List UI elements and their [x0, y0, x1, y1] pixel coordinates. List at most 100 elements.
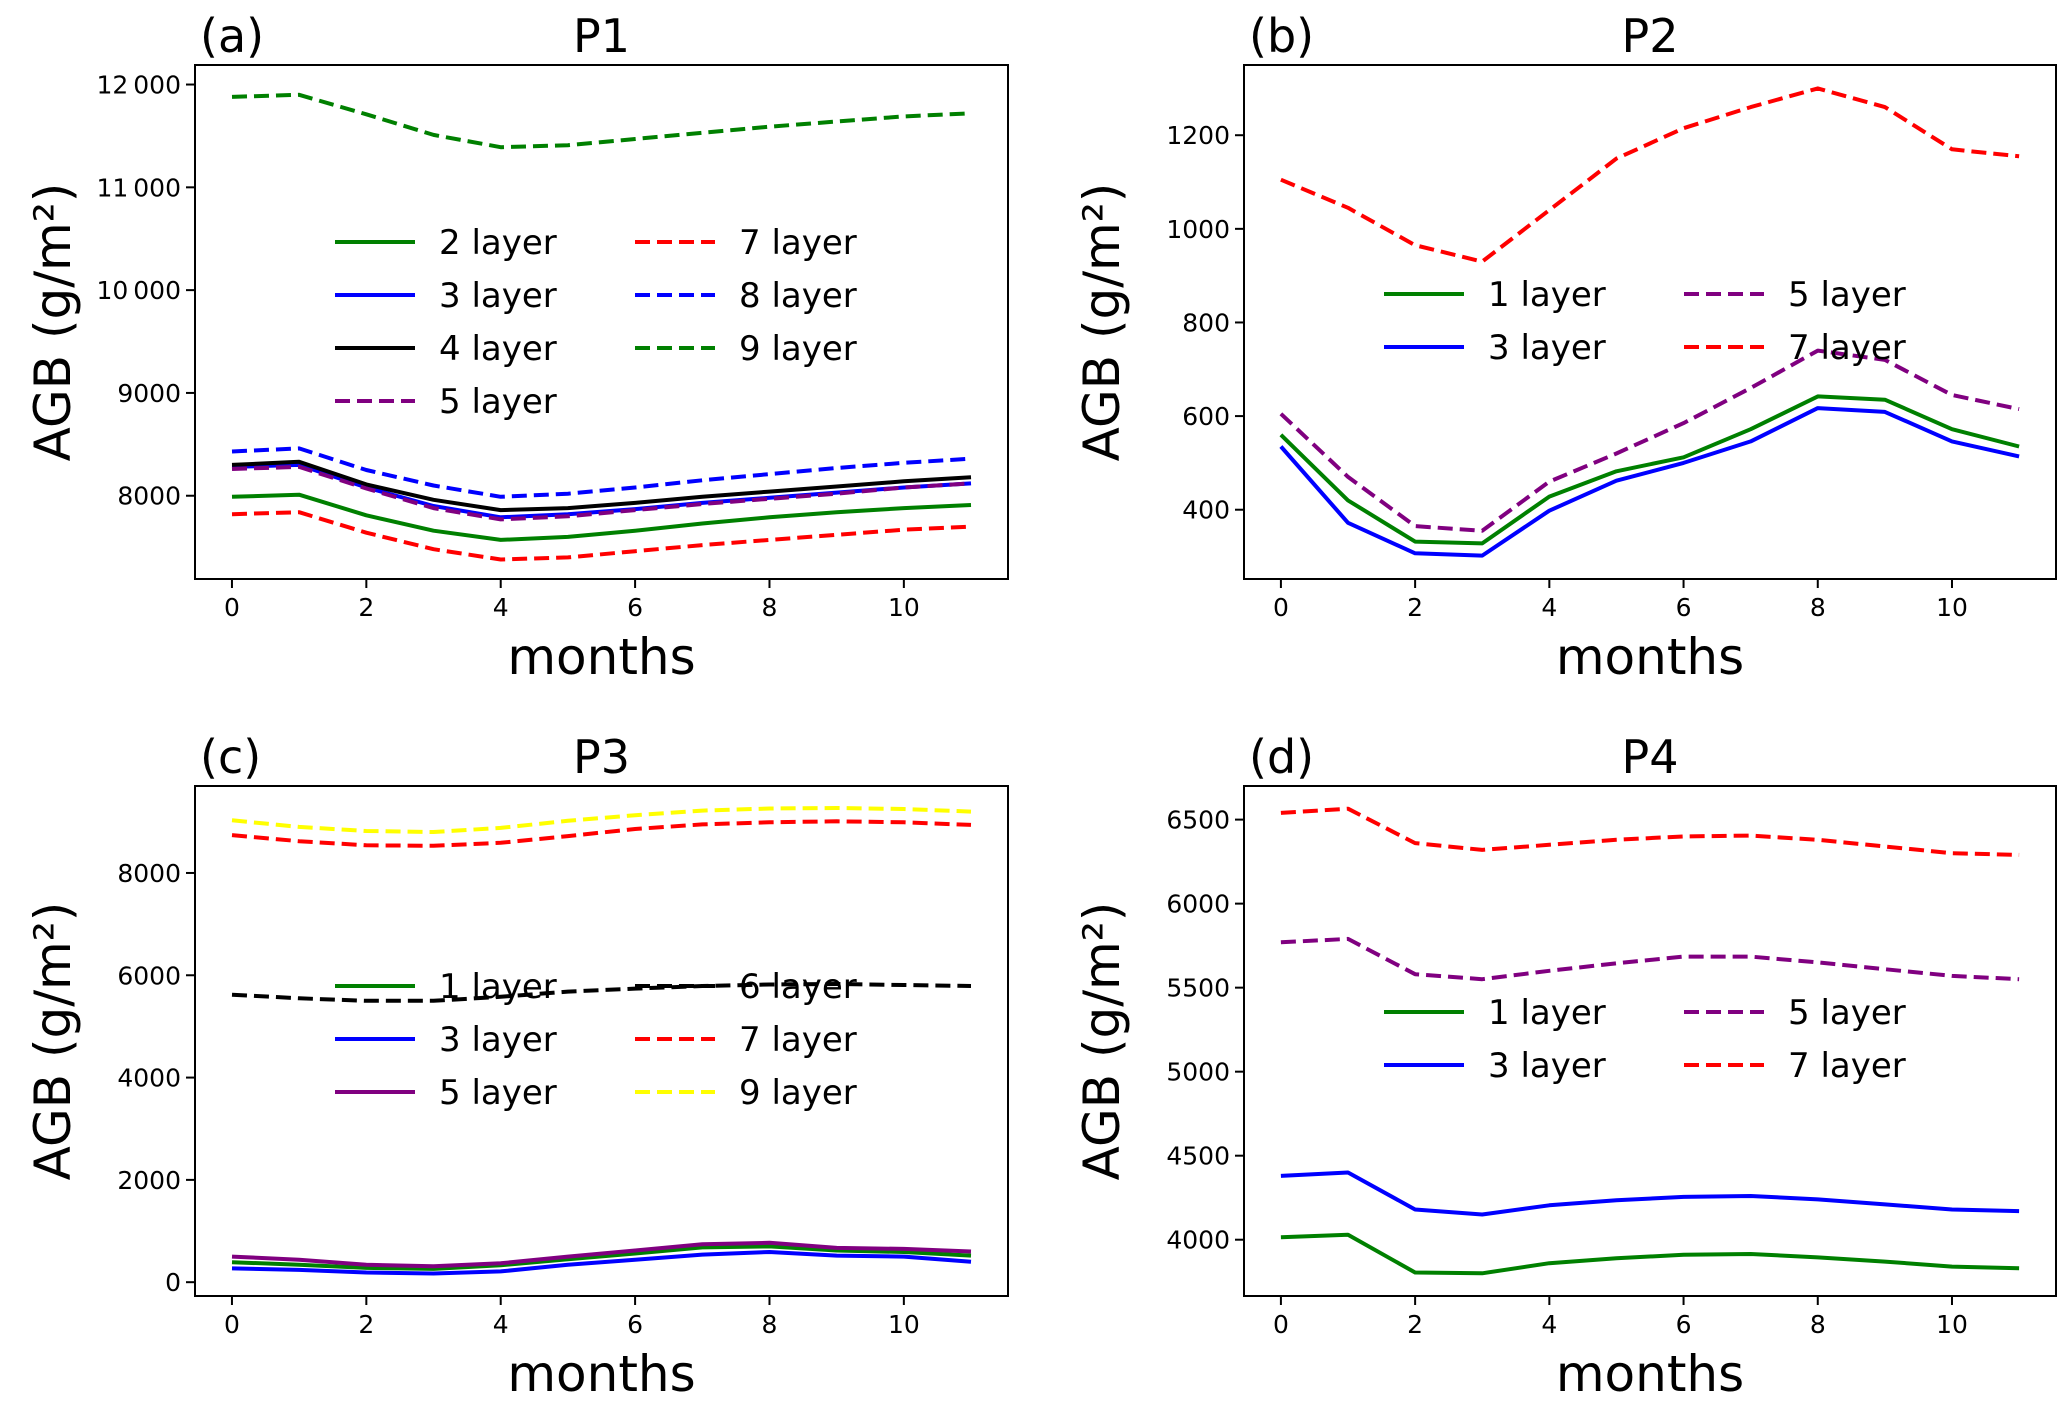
legend-label: 1 layer	[1488, 275, 1606, 315]
legend-label: 2 layer	[439, 223, 557, 263]
series-line-5-layer	[231, 464, 972, 522]
chart-title: P2	[1621, 9, 1678, 63]
chart-title: P4	[1621, 730, 1678, 784]
legend: 2 layer 3 layer 4 layer 5 layer 7 layer 8 lay…	[335, 223, 857, 422]
x-tick-label: 2	[358, 1310, 374, 1339]
legend-item: 2 layer	[335, 223, 557, 263]
chart-panel-p3: (c) P3 0 2 4 6 8 10 0 2000 4000 6000 8000 months AGB (…	[24, 730, 1009, 1403]
y-tick-label: 800	[1182, 308, 1230, 337]
legend-item: 7 layer	[635, 223, 857, 263]
x-tick-label: 0	[1273, 593, 1289, 622]
y-tick-label: 11 000	[96, 173, 181, 202]
legend-label: 8 layer	[739, 276, 857, 316]
legend-item: 5 layer	[1684, 275, 1906, 315]
chart-panel-p4: (d) P4 0 2 4 6 8 10 4000 4500 5000 5500 6000 6500 mont…	[1073, 730, 2057, 1403]
series-line-1-layer	[1279, 394, 2020, 546]
legend-label: 1 layer	[439, 967, 557, 1007]
y-tick-label: 6500	[1166, 806, 1230, 835]
x-tick-label: 4	[1541, 593, 1557, 622]
series-line-1-layer	[231, 1244, 972, 1271]
series-line-3-layer	[1279, 406, 2020, 558]
y-tick-label: 12 000	[96, 71, 181, 100]
x-tick-label: 8	[762, 593, 778, 622]
legend-item: 3 layer	[335, 1020, 557, 1060]
legend-label: 5 layer	[439, 1073, 557, 1113]
legend-label: 9 layer	[739, 1073, 857, 1113]
x-tick-label: 6	[1676, 1310, 1692, 1339]
x-tick-label: 6	[627, 593, 643, 622]
y-tick-label: 400	[1182, 496, 1230, 525]
legend-label: 4 layer	[439, 329, 557, 369]
x-tick-label: 6	[627, 1310, 643, 1339]
legend-item: 1 layer	[1384, 275, 1606, 315]
series-line-6-layer	[231, 982, 972, 1003]
series-line-7-layer	[231, 510, 972, 562]
axes-frame	[194, 785, 1009, 1297]
chart-title: P3	[573, 730, 630, 784]
legend-label: 9 layer	[739, 329, 857, 369]
series-line-5-layer	[231, 1240, 972, 1269]
y-axis-label: AGB (g/m²)	[1073, 902, 1131, 1181]
series-line-8-layer	[231, 446, 972, 499]
legend-label: 7 layer	[739, 223, 857, 263]
y-tick-label: 8000	[117, 859, 181, 888]
series-line-7-layer	[231, 819, 972, 848]
x-tick-label: 0	[1273, 1310, 1289, 1339]
y-tick-label: 4000	[1166, 1226, 1230, 1255]
legend-item: 3 layer	[335, 276, 557, 316]
y-tick-label: 1000	[1166, 215, 1230, 244]
series-line-9-layer	[231, 806, 972, 834]
x-tick-label: 0	[224, 593, 240, 622]
chart-title: P1	[573, 9, 630, 63]
y-tick-label: 2000	[117, 1166, 181, 1195]
y-tick-label: 5000	[1166, 1058, 1230, 1087]
series-line-3-layer	[1280, 1170, 2020, 1217]
y-axis-label: AGB (g/m²)	[24, 902, 82, 1181]
y-tick-label: 10 000	[96, 276, 181, 305]
legend-item: 8 layer	[635, 276, 857, 316]
legend-item: 3 layer	[1384, 1046, 1606, 1086]
legend-item: 9 layer	[635, 1073, 857, 1113]
x-tick-label: 10	[888, 593, 920, 622]
x-tick-label: 4	[1541, 1310, 1557, 1339]
legend-label: 3 layer	[439, 276, 557, 316]
series-line-4-layer	[231, 459, 972, 513]
series-line-5-layer	[1279, 348, 2020, 533]
x-tick-label: 2	[1407, 1310, 1423, 1339]
y-axis-label: AGB (g/m²)	[24, 183, 82, 462]
legend-item: 5 layer	[335, 1073, 557, 1113]
series-line-9-layer	[231, 92, 972, 150]
legend: 1 layer 3 layer 5 layer 7 layer	[1384, 275, 1906, 368]
x-tick-label: 4	[493, 593, 509, 622]
panel-label: (d)	[1249, 730, 1314, 784]
series-line-2-layer	[231, 492, 972, 542]
legend-item: 7 layer	[1684, 328, 1906, 368]
legend: 1 layer 3 layer 5 layer 6 layer 7 layer 9 lay…	[335, 967, 857, 1113]
legend-item: 5 layer	[335, 382, 557, 422]
y-tick-label: 4000	[117, 1064, 181, 1093]
x-axis-label: months	[507, 628, 695, 686]
series-line-3-layer	[231, 1250, 972, 1276]
x-tick-label: 0	[224, 1310, 240, 1339]
panel-label: (b)	[1249, 9, 1314, 63]
legend-label: 1 layer	[1488, 993, 1606, 1033]
legend-label: 3 layer	[1488, 328, 1606, 368]
y-tick-label: 5500	[1166, 974, 1230, 1003]
y-tick-label: 9000	[117, 379, 181, 408]
x-tick-label: 6	[1676, 593, 1692, 622]
legend-item: 3 layer	[1384, 328, 1606, 368]
panel-label: (c)	[200, 730, 261, 784]
y-tick-label: 600	[1182, 402, 1230, 431]
legend-item: 1 layer	[335, 967, 557, 1007]
y-tick-label: 1200	[1166, 121, 1230, 150]
chart-panel-p1: (a) P1 0 2 4 6 8 10 8000 9000 10 000 11 000 12 000 mo…	[24, 9, 1009, 686]
legend-label: 7 layer	[1788, 328, 1906, 368]
series-line-7-layer	[1280, 86, 2020, 264]
axes-frame	[1243, 785, 2057, 1297]
x-tick-label: 8	[762, 1310, 778, 1339]
series-line-1-layer	[1280, 1232, 2020, 1276]
panel-label: (a)	[200, 9, 264, 63]
legend-label: 5 layer	[439, 382, 557, 422]
x-axis-label: months	[1556, 1345, 1744, 1403]
